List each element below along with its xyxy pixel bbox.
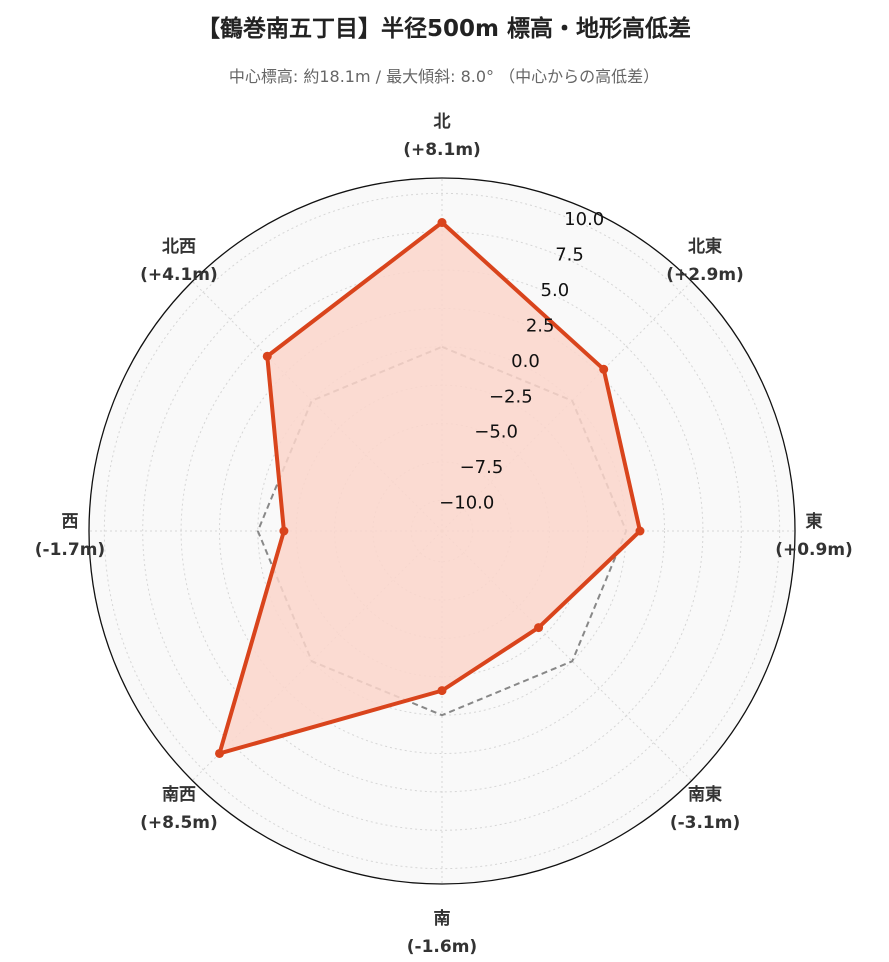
grid-ring (218, 307, 666, 755)
category-labels: 北 (+8.1m) 北東 (+2.9m) 東 (+0.9m) 南東 (-3.1m) 南 (-1.6… (35, 112, 853, 957)
category-name: 北 (434, 112, 451, 132)
category-value: (-1.6m) (407, 937, 477, 957)
category-value: (+4.1m) (140, 265, 218, 285)
category-value: (+0.9m) (775, 540, 853, 560)
series-layer (215, 218, 645, 758)
category-label-group: 北西 (+4.1m) (140, 237, 218, 285)
category-name: 北西 (162, 237, 196, 257)
radial-tick-label: 10.0 (564, 209, 604, 230)
category-label-group: 東 (+0.9m) (775, 511, 853, 560)
category-label-group: 南東 (-3.1m) (670, 784, 740, 833)
baseline-zero-line (256, 345, 628, 717)
radial-tick-label: −5.0 (474, 422, 518, 443)
radial-tick-labels: −10.0 −7.5 −5.0 −2.5 0.0 2.5 5.0 7.5 10.0 (439, 209, 604, 514)
category-value: (+8.5m) (140, 813, 218, 833)
data-point-1 (599, 364, 609, 374)
category-label-group: 北 (+8.1m) (403, 112, 481, 160)
data-point-5 (215, 748, 225, 758)
category-name: 東 (806, 511, 823, 532)
grid-spoke (441, 530, 692, 781)
category-label-group: 南西 (+8.5m) (140, 784, 218, 833)
radial-tick-label: 7.5 (555, 244, 584, 265)
radial-tick-label: 5.0 (541, 280, 570, 301)
radial-tick-label: 0.0 (511, 351, 540, 372)
data-point-2 (635, 526, 645, 536)
radial-tick-label: −10.0 (439, 493, 494, 514)
category-value: (+2.9m) (666, 265, 744, 285)
data-point-6 (279, 526, 289, 536)
series-area (219, 222, 640, 754)
category-label-group: 北東 (+2.9m) (666, 236, 744, 285)
radial-tick-label: 2.5 (526, 315, 555, 336)
category-name: 南東 (688, 784, 722, 805)
data-point-3 (534, 623, 544, 633)
data-point-7 (262, 351, 272, 361)
category-name: 北東 (688, 236, 722, 257)
category-name: 南 (434, 908, 451, 929)
data-point-4 (437, 686, 447, 696)
category-name: 西 (62, 512, 79, 532)
category-value: (-1.7m) (35, 540, 105, 560)
data-point-0 (437, 218, 447, 228)
grid-ring (103, 192, 781, 870)
category-name: 南西 (162, 784, 196, 805)
radial-tick-label: −2.5 (489, 386, 533, 407)
outer-ring (88, 177, 796, 885)
chart-title: 【鶴巻南五丁目】半径500m 標高・地形高低差 (197, 15, 691, 42)
category-value: (+8.1m) (403, 140, 481, 160)
category-label-group: 西 (-1.7m) (35, 512, 105, 560)
chart-subtitle: 中心標高: 約18.1m / 最大傾斜: 8.0° （中心からの高低差） (229, 67, 659, 86)
category-value: (-3.1m) (670, 813, 740, 833)
category-label-group: 南 (-1.6m) (407, 908, 477, 957)
grid-ring (142, 231, 742, 831)
radial-tick-label: −7.5 (460, 457, 504, 478)
